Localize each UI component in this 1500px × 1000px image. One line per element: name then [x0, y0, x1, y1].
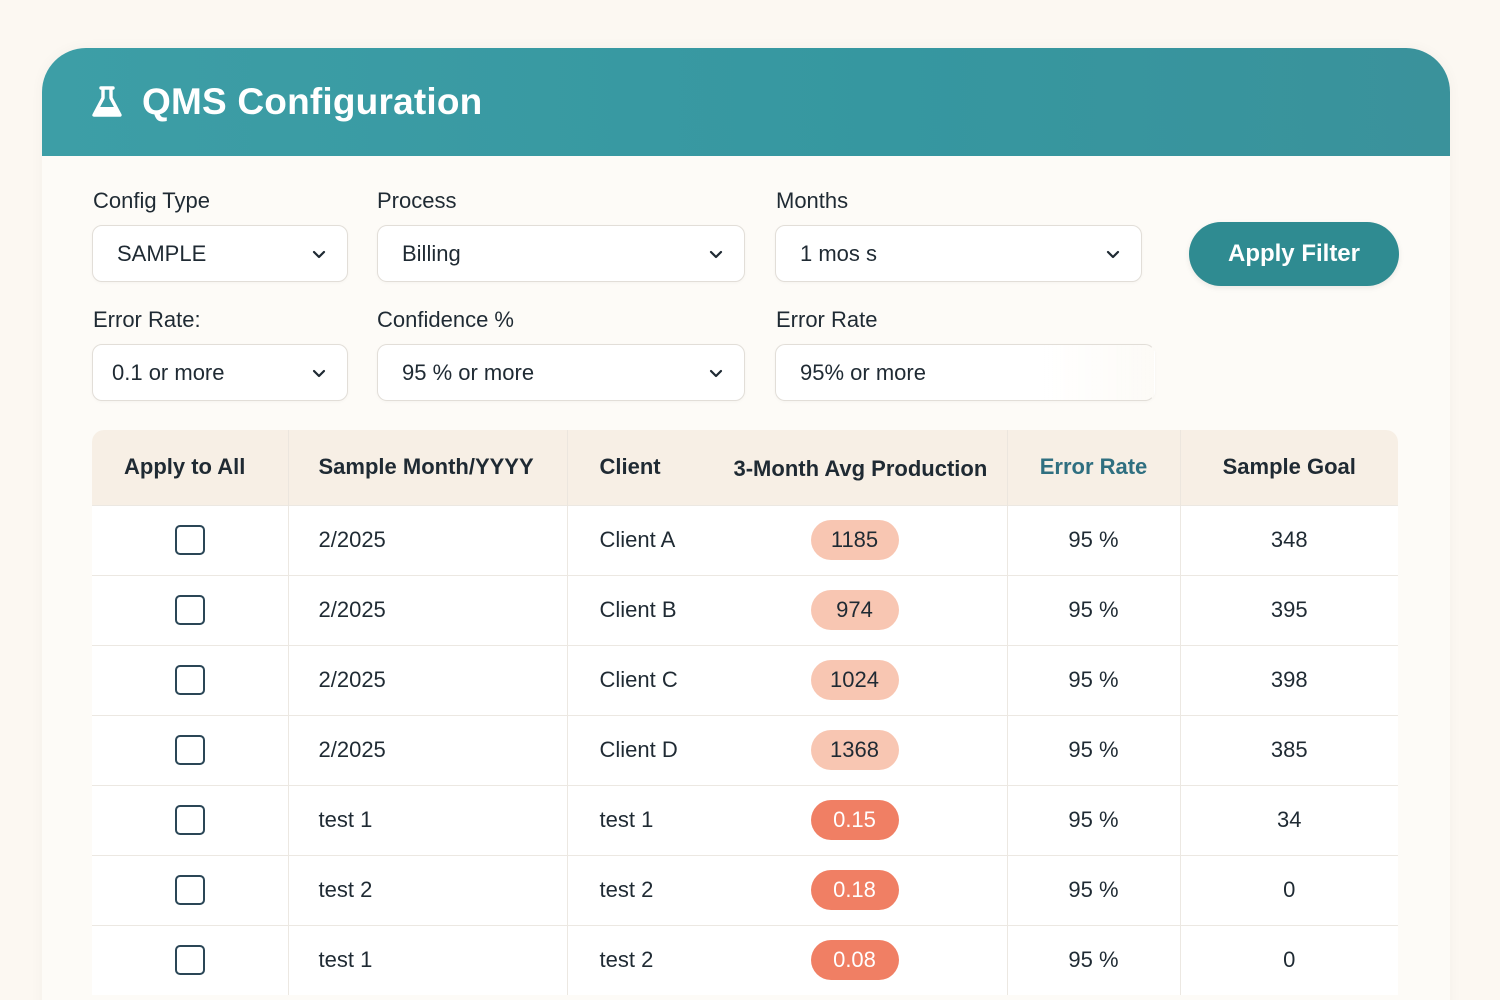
row-error-rate: 95 % — [1007, 645, 1181, 715]
row-checkbox[interactable] — [174, 665, 205, 695]
row-error-rate: 95 % — [1007, 785, 1181, 855]
chevron-down-icon — [311, 246, 327, 262]
row-checkbox[interactable] — [174, 735, 205, 765]
process-select[interactable]: Billing — [377, 225, 745, 282]
table-row: test 1 test 1 0.15 95 % 34 — [92, 785, 1398, 855]
row-month: 2/2025 — [288, 505, 568, 575]
avg-production-badge: 1024 — [810, 660, 899, 700]
row-sample-goal: 348 — [1270, 527, 1308, 552]
row-month: 2/2025 — [288, 575, 568, 645]
row-checkbox[interactable] — [174, 945, 205, 976]
row-checkbox[interactable] — [174, 595, 205, 625]
row-client: Client C — [599, 667, 678, 692]
row-error-rate: 95 % — [1007, 575, 1181, 645]
row-client: test 2 — [599, 947, 654, 973]
error-rate-select-label: Error Rate: — [93, 307, 201, 332]
row-sample-goal: 385 — [1270, 737, 1308, 762]
sample-table: Apply to All Sample Month/YYYY Client 3-… — [92, 430, 1398, 995]
error-rate-field-value: 95% or more — [800, 359, 926, 385]
header-sample-goal: Sample Goal — [1222, 454, 1356, 480]
row-checkbox[interactable] — [174, 525, 205, 555]
config-type-value: SAMPLE — [117, 240, 207, 266]
row-client: Client D — [599, 737, 678, 762]
row-client: test 1 — [599, 807, 654, 832]
table-row: test 2 test 2 0.18 95 % 0 — [92, 855, 1398, 925]
table-header-row: Apply to All Sample Month/YYYY Client 3-… — [92, 430, 1398, 505]
error-rate-field-label: Error Rate — [776, 307, 878, 332]
row-error-rate: 95 % — [1007, 505, 1181, 575]
header-apply-to-all[interactable]: Apply to All — [92, 430, 289, 505]
row-sample-goal: 0 — [1283, 947, 1296, 973]
header-client-group: Client 3-Month Avg Production — [567, 430, 1008, 505]
avg-production-badge: 0.15 — [810, 800, 899, 840]
table-row: 2/2025 Client A 1185 95 % 348 — [92, 505, 1398, 575]
chevron-down-icon — [1105, 246, 1121, 262]
row-client: Client B — [599, 597, 677, 622]
table-row: 2/2025 Client C 1024 95 % 398 — [92, 645, 1398, 715]
page-title: QMS Configuration — [142, 81, 483, 122]
config-type-label: Config Type — [93, 188, 211, 213]
row-month: test 1 — [288, 925, 568, 995]
avg-production-badge: 0.08 — [810, 940, 899, 981]
table-row: test 1 test 2 0.08 95 % 0 — [92, 925, 1398, 995]
header-client: Client — [599, 454, 661, 480]
header-error-rate: Error Rate — [1007, 430, 1181, 505]
row-month: test 1 — [288, 785, 568, 855]
row-checkbox[interactable] — [174, 875, 205, 905]
config-type-select[interactable]: SAMPLE — [92, 225, 348, 282]
avg-production-badge: 974 — [810, 590, 899, 630]
row-error-rate: 95 % — [1007, 715, 1181, 785]
row-client: test 2 — [599, 877, 654, 902]
row-sample-goal: 398 — [1270, 667, 1308, 692]
months-label: Months — [776, 188, 849, 213]
confidence-select[interactable]: 95 % or more — [377, 344, 745, 401]
avg-production-badge: 0.18 — [810, 870, 899, 910]
row-month: test 2 — [288, 855, 568, 925]
chevron-down-icon — [708, 246, 724, 262]
row-month: 2/2025 — [288, 715, 568, 785]
row-client: Client A — [599, 527, 676, 552]
chevron-down-icon — [708, 365, 724, 381]
months-select[interactable]: 1 mos s — [775, 225, 1142, 282]
table-row: 2/2025 Client D 1368 95 % 385 — [92, 715, 1398, 785]
apply-filter-button[interactable]: Apply Filter — [1189, 222, 1399, 286]
confidence-label: Confidence % — [377, 307, 514, 332]
qms-config-card: QMS Configuration Config Type SAMPLE Pro… — [42, 48, 1450, 1000]
row-error-rate: 95 % — [1007, 855, 1181, 925]
flask-icon — [90, 85, 124, 119]
row-sample-goal: 34 — [1277, 807, 1302, 832]
confidence-value: 95 % or more — [402, 359, 535, 385]
header-sample-month: Sample Month/YYYY — [288, 430, 568, 505]
chevron-down-icon — [311, 365, 327, 381]
avg-production-badge: 1185 — [810, 520, 899, 560]
avg-production-badge: 1368 — [810, 730, 899, 770]
header-avg-production: 3-Month Avg Production — [733, 456, 988, 481]
row-error-rate: 95 % — [1007, 925, 1181, 995]
row-sample-goal: 0 — [1283, 877, 1296, 902]
process-label: Process — [377, 188, 457, 213]
row-sample-goal: 395 — [1270, 597, 1308, 622]
row-checkbox[interactable] — [174, 805, 205, 835]
months-value: 1 mos s — [800, 240, 878, 266]
error-rate-select[interactable]: 0.1 or more — [92, 344, 348, 401]
row-month: 2/2025 — [288, 645, 568, 715]
error-rate-field[interactable]: 95% or more — [775, 344, 1155, 401]
card-header: QMS Configuration — [42, 48, 1450, 156]
table-row: 2/2025 Client B 974 95 % 395 — [92, 575, 1398, 645]
error-rate-select-value: 0.1 or more — [112, 359, 225, 385]
process-value: Billing — [402, 240, 461, 266]
